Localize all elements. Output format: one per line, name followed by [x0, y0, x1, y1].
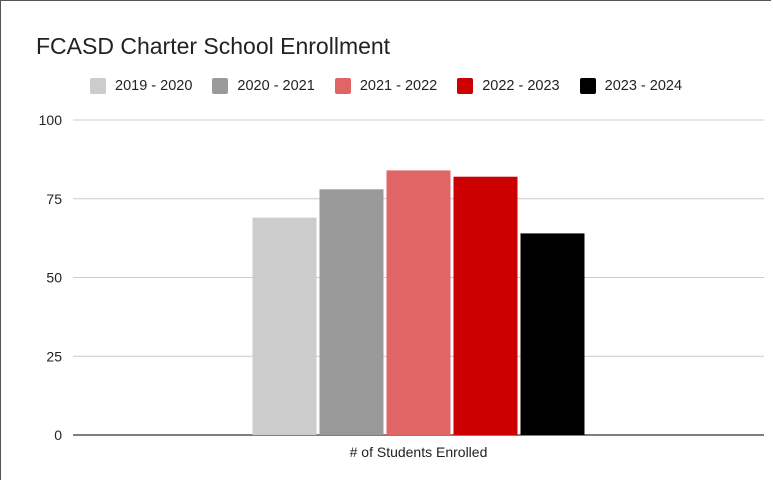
x-category-label: # of Students Enrolled	[350, 444, 488, 460]
legend-swatch	[334, 78, 351, 94]
x-axis-category-labels: # of Students Enrolled	[350, 444, 488, 460]
legend-item: 2023 - 2024	[579, 78, 683, 94]
bar	[520, 233, 585, 435]
legend-swatch	[457, 78, 474, 94]
y-tick-label: 0	[54, 427, 62, 443]
legend-label: 2021 - 2022	[359, 78, 438, 94]
legend-item: 2020 - 2021	[212, 78, 315, 94]
y-axis-tick-labels: 0 25 50 75 100	[39, 112, 63, 443]
legend-swatch	[212, 78, 229, 94]
y-tick-label: 100	[39, 112, 63, 128]
chart-legend: 2019 - 2020 2020 - 2021 2021 - 2022 2022 - …	[90, 78, 702, 94]
y-tick-label: 25	[46, 348, 62, 364]
legend-label: 2022 - 2023	[482, 78, 560, 94]
legend-swatch	[90, 78, 106, 94]
chart-title: FCASD Charter School Enrollment	[36, 33, 391, 59]
legend-item: 2019 - 2020	[90, 78, 192, 94]
legend-label: 2023 - 2024	[604, 78, 683, 94]
bar	[386, 170, 451, 435]
y-tick-label: 50	[46, 270, 62, 286]
legend-item: 2022 - 2023	[457, 78, 560, 94]
bars	[252, 170, 585, 435]
legend-label: 2020 - 2021	[237, 78, 315, 94]
bar	[252, 217, 317, 435]
bar	[453, 176, 518, 435]
legend-label: 2019 - 2020	[115, 78, 193, 94]
y-tick-label: 75	[46, 191, 62, 207]
legend-swatch	[579, 78, 596, 94]
legend-item: 2021 - 2022	[334, 78, 438, 94]
bar	[319, 189, 384, 435]
